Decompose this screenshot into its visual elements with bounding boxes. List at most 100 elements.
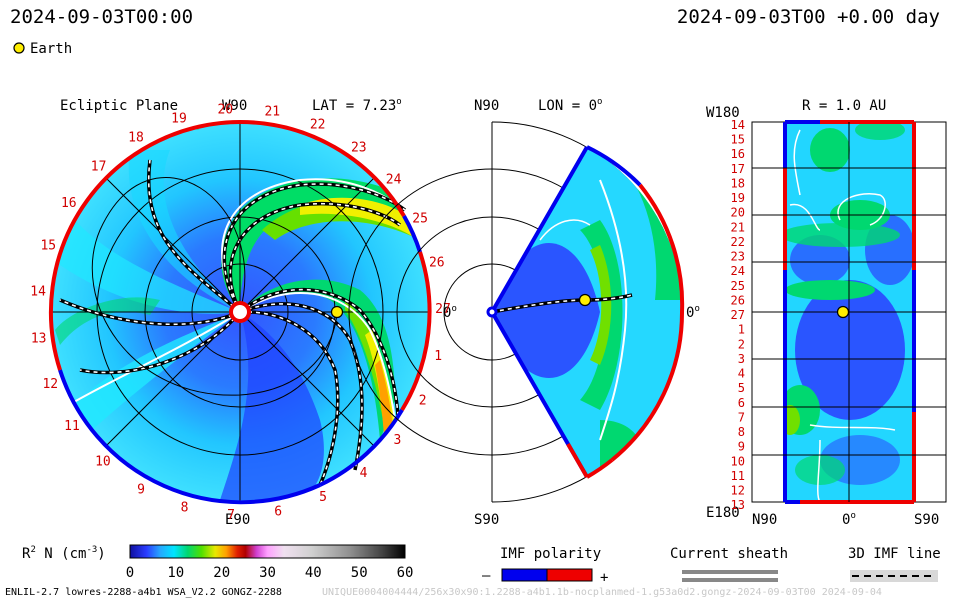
current-sheath-legend: Current sheath bbox=[670, 546, 788, 582]
sphere-y-tick-label: 8 bbox=[738, 425, 745, 439]
imf-minus: – bbox=[482, 568, 491, 584]
datetime-left: 2024-09-03T00:00 bbox=[10, 6, 193, 28]
carrington-tick-label: 3 bbox=[393, 433, 401, 448]
colorbar-tick-label: 40 bbox=[305, 565, 322, 581]
sphere-y-tick-label: 27 bbox=[731, 308, 745, 322]
colorbar-tick-label: 0 bbox=[126, 565, 134, 581]
carrington-tick-label: 26 bbox=[429, 255, 445, 270]
earth-legend-label: Earth bbox=[30, 41, 72, 57]
carrington-tick-label: 11 bbox=[64, 419, 80, 434]
carrington-tick-label: 16 bbox=[61, 196, 77, 211]
sphere-x-label-s90: S90 bbox=[914, 512, 939, 528]
sphere-y-tick-label: 22 bbox=[731, 235, 745, 249]
carrington-tick-label: 13 bbox=[31, 332, 47, 347]
sphere-y-tick-label: 18 bbox=[731, 177, 745, 191]
carrington-tick-label: 7 bbox=[227, 508, 235, 523]
sphere-y-tick-label: 26 bbox=[731, 293, 745, 307]
ecliptic-lat: LAT = 7.23o bbox=[312, 97, 402, 114]
sphere-y-tick-label: 19 bbox=[731, 191, 745, 205]
imf3d-label: 3D IMF line bbox=[848, 546, 941, 562]
sphere-y-tick-label: 15 bbox=[731, 133, 745, 147]
footer-left: ENLIL-2.7 lowres-2288-a4b1 WSA_V2.2 GONG… bbox=[5, 587, 282, 598]
carrington-tick-label: 8 bbox=[181, 500, 189, 515]
sphere-y-tick-label: 13 bbox=[731, 498, 745, 512]
carrington-tick-label: 1 bbox=[434, 349, 442, 364]
imf-plus: + bbox=[600, 570, 608, 586]
meridional-lon: LON = 0o bbox=[538, 97, 602, 114]
sphere-y-tick-label: 17 bbox=[731, 162, 745, 176]
sun-icon bbox=[229, 301, 251, 323]
earth-marker-sphere bbox=[836, 305, 850, 319]
sphere-y-tick-label: 5 bbox=[738, 381, 745, 395]
earth-marker-meridional bbox=[578, 293, 592, 307]
ecliptic-title: Ecliptic Plane bbox=[60, 98, 178, 114]
sphere-y-tick-label: 3 bbox=[738, 352, 745, 366]
sphere-title: R = 1.0 AU bbox=[802, 98, 886, 114]
earth-marker-ecliptic bbox=[330, 305, 344, 319]
sphere-x-label-0: 0o bbox=[842, 511, 856, 528]
ecliptic-plane-panel: Ecliptic Plane W90 LAT = 7.23o E90 0o 19… bbox=[30, 97, 457, 528]
sphere-top-left: W180 bbox=[706, 105, 740, 121]
carrington-tick-label: 24 bbox=[386, 172, 402, 187]
carrington-tick-label: 15 bbox=[40, 238, 56, 253]
sphere-y-tick-label: 7 bbox=[738, 410, 745, 424]
colorbar-tick-label: 60 bbox=[397, 565, 414, 581]
colorbar-tick-label: 20 bbox=[213, 565, 230, 581]
sphere-y-tick-label: 12 bbox=[731, 484, 745, 498]
carrington-tick-label: 9 bbox=[137, 482, 145, 497]
sphere-y-tick-label: 4 bbox=[738, 367, 745, 381]
carrington-tick-label: 5 bbox=[319, 490, 327, 505]
sphere-y-tick-label: 14 bbox=[731, 118, 745, 132]
carrington-tick-label: 12 bbox=[42, 377, 58, 392]
colorbar-tick-label: 10 bbox=[167, 565, 184, 581]
imf-polarity-legend: IMF polarity – + bbox=[482, 546, 608, 586]
colorbar-tick-label: 50 bbox=[351, 565, 368, 581]
sphere-y-tick-label: 2 bbox=[738, 337, 745, 351]
carrington-tick-label: 23 bbox=[351, 140, 367, 155]
carrington-tick-label: 4 bbox=[360, 466, 368, 481]
carrington-tick-label: 10 bbox=[95, 455, 111, 470]
sphere-y-tick-label: 25 bbox=[731, 279, 745, 293]
density-colorbar: R2 N (cm-3) 0 10 20 30 40 50 60 bbox=[22, 544, 414, 581]
imf-positive-swatch bbox=[546, 568, 593, 582]
footer-right: UNIQUE0004004444/256x30x90:1.2288-a4b1.1… bbox=[322, 587, 882, 598]
sphere-y-tick-label: 21 bbox=[731, 220, 745, 234]
sphere-y-tick-label: 24 bbox=[731, 264, 745, 278]
carrington-tick-label: 19 bbox=[171, 111, 187, 126]
sphere-y-labels: 1415161718192021222324252627123456789101… bbox=[731, 118, 745, 512]
sphere-y-tick-label: 9 bbox=[738, 440, 745, 454]
carrington-tick-label: 21 bbox=[264, 105, 280, 120]
sphere-y-tick-label: 1 bbox=[738, 323, 745, 337]
carrington-tick-label: 27 bbox=[435, 302, 451, 317]
sphere-x-label-n90: N90 bbox=[752, 512, 777, 528]
carrington-tick-label: 18 bbox=[128, 131, 144, 146]
carrington-tick-label: 25 bbox=[412, 211, 428, 226]
carrington-tick-label: 14 bbox=[30, 284, 46, 299]
ecliptic-top-label: W90 bbox=[222, 98, 247, 114]
earth-legend-icon bbox=[13, 42, 25, 54]
carrington-tick-label: 22 bbox=[310, 118, 326, 133]
meridional-right-label: 0o bbox=[686, 304, 700, 321]
datetime-right: 2024-09-03T00 +0.00 day bbox=[677, 6, 940, 28]
sphere-y-tick-label: 11 bbox=[731, 469, 745, 483]
sphere-y-tick-label: 23 bbox=[731, 250, 745, 264]
meridional-top-label: N90 bbox=[474, 98, 499, 114]
current-sheath-label: Current sheath bbox=[670, 546, 788, 562]
colorbar-tick-label: 30 bbox=[259, 565, 276, 581]
meridional-bottom-label: S90 bbox=[474, 512, 499, 528]
carrington-tick-label: 2 bbox=[419, 394, 427, 409]
imf3d-legend: 3D IMF line bbox=[848, 546, 941, 582]
carrington-tick-label: 20 bbox=[217, 103, 233, 118]
carrington-tick-label: 17 bbox=[91, 159, 107, 174]
imf-polarity-label: IMF polarity bbox=[500, 546, 601, 562]
sphere-y-tick-label: 6 bbox=[738, 396, 745, 410]
sphere-y-tick-label: 10 bbox=[731, 454, 745, 468]
imf-negative-swatch bbox=[501, 568, 548, 582]
ecliptic-bottom-label: E90 bbox=[225, 512, 250, 528]
sphere-bottom-left: E180 bbox=[706, 505, 740, 521]
ecliptic-right-label: 0o bbox=[443, 304, 457, 321]
colorbar-label: R2 N (cm-3) bbox=[22, 545, 106, 562]
